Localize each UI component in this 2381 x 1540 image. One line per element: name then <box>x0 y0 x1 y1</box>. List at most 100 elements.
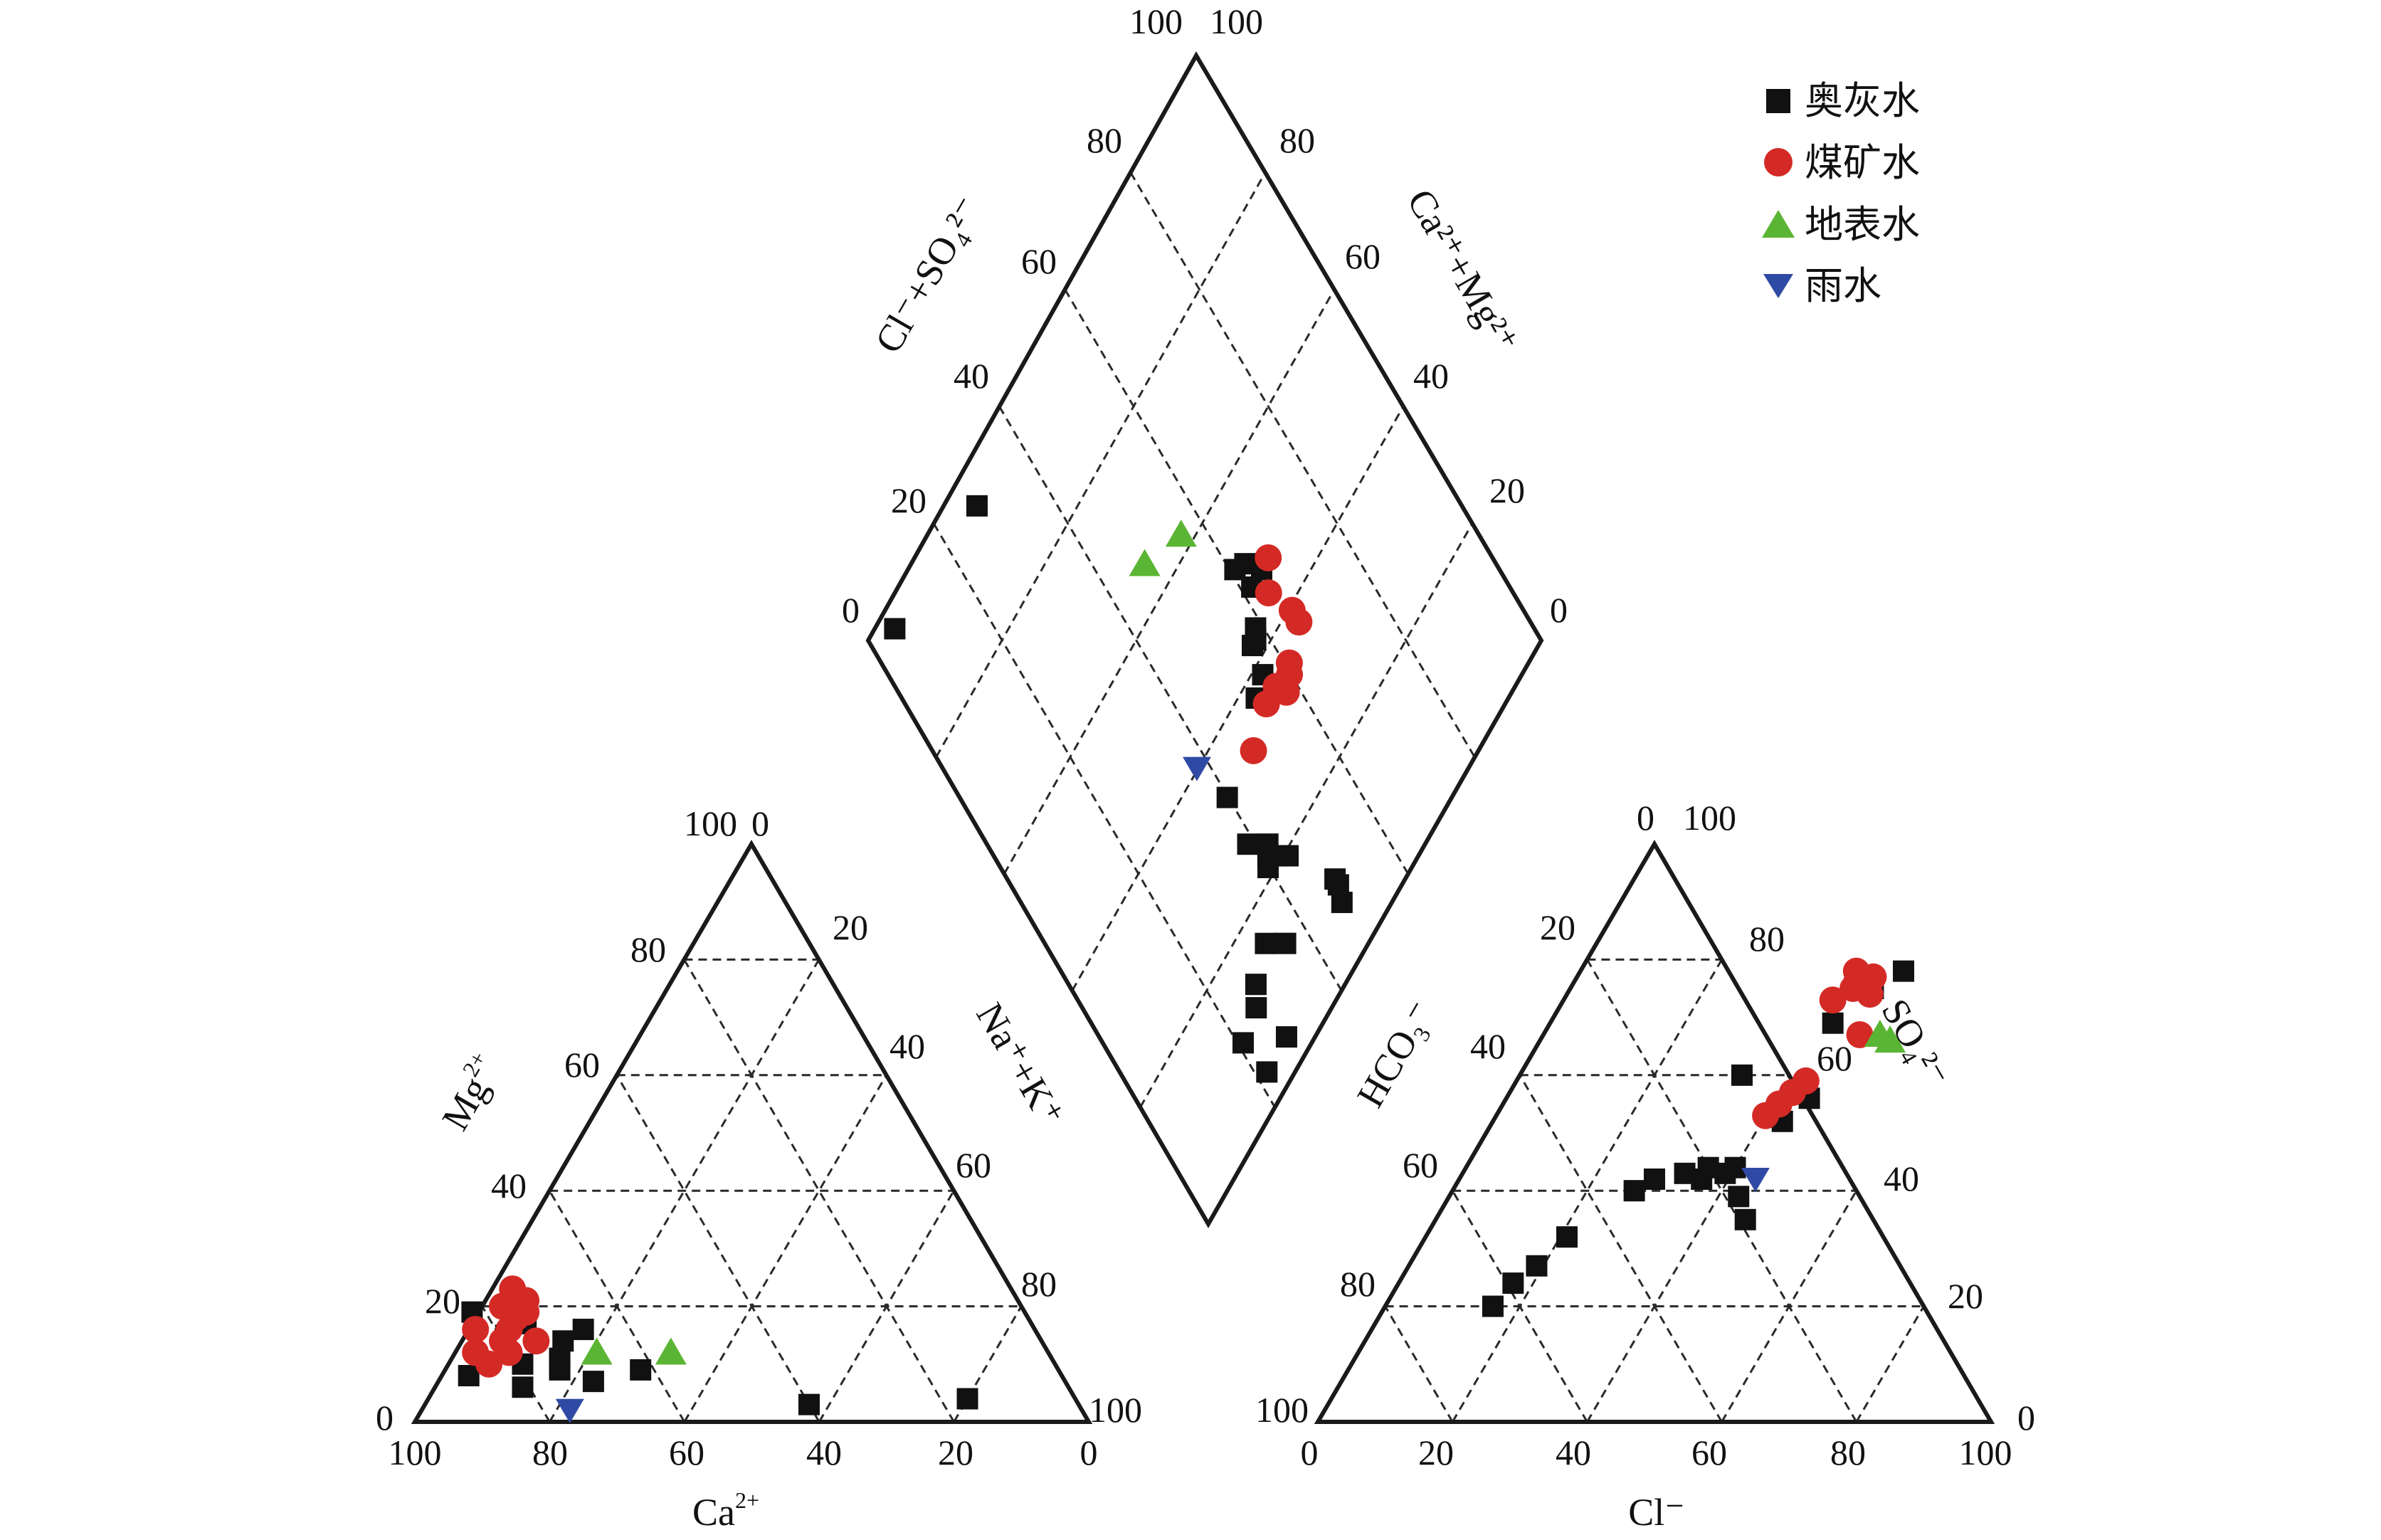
anion-rain-point <box>1741 1167 1770 1192</box>
diamond-ordovician-point <box>1245 997 1267 1019</box>
cation-left-tick: 80 <box>630 929 666 969</box>
diamond-coal-mine-point <box>1255 544 1282 571</box>
anion-ordovician-point <box>1731 1064 1753 1086</box>
diamond-gridline <box>1064 289 1410 875</box>
diamond-ordovician-point <box>884 618 906 640</box>
diamond-right-axis-label: Ca²⁺+Mg²⁺ <box>1399 182 1526 361</box>
diamond-ordovician-point <box>1324 868 1346 890</box>
cation-bottom-tick: 20 <box>938 1433 973 1472</box>
cation-coal-mine-point <box>522 1327 550 1355</box>
diamond-right-tick: 100 <box>1210 1 1263 41</box>
anion-ordovician-point <box>1644 1168 1665 1190</box>
anion-right-tick: 0 <box>2017 1398 2035 1438</box>
anion-bottom-tick: 40 <box>1556 1433 1591 1472</box>
cation-left-ticks: 0 20 40 60 80 100 <box>376 803 737 1438</box>
legend: 奥灰水 煤矿水 地表水 雨水 <box>1762 78 1920 308</box>
anion-ordovician-point <box>1697 1156 1719 1178</box>
cation-ordovician-point <box>582 1371 604 1393</box>
anion-gridline <box>1451 1190 1588 1423</box>
cation-coal-mine-point <box>499 1275 527 1303</box>
cation-ordovician-point <box>512 1376 534 1398</box>
anion-frame <box>1314 840 1995 1424</box>
diamond-ordovician-point <box>1257 857 1279 878</box>
cation-right-tick: 0 <box>751 803 769 843</box>
anion-bottom-tick: 60 <box>1691 1433 1727 1472</box>
anion-gridline <box>1586 959 1858 1423</box>
diamond-left-tick: 80 <box>1087 120 1122 160</box>
circle-marker-icon <box>1764 148 1793 176</box>
triangle-up-marker-icon <box>1762 210 1795 238</box>
diamond-ordovician-point <box>1275 1026 1297 1048</box>
anion-coal-mine-point <box>1846 1020 1874 1048</box>
cation-right-tick: 80 <box>1021 1264 1057 1304</box>
anion-bottom-tick: 0 <box>1301 1433 1319 1472</box>
anion-right-tick: 40 <box>1884 1159 1919 1198</box>
diamond-gridline <box>935 172 1267 758</box>
cation-coal-mine-point <box>489 1327 517 1355</box>
diamond-ordovician-point <box>1232 1032 1255 1054</box>
cation-bottom-tick: 100 <box>389 1433 442 1472</box>
anion-ordovician-point <box>1556 1226 1578 1248</box>
anion-surface-point <box>1874 1025 1906 1053</box>
cation-right-tick: 40 <box>889 1026 925 1066</box>
anion-ordovician-point <box>1526 1255 1548 1277</box>
diamond-gridline <box>1003 289 1336 875</box>
anion-coal-mine-point <box>1792 1067 1820 1095</box>
diamond-right-tick: 0 <box>1550 590 1568 630</box>
anion-ordovician-point <box>1502 1272 1524 1294</box>
diamond-left-tick: 60 <box>1021 241 1057 281</box>
anion-left-tick: 0 <box>1637 798 1654 838</box>
cation-left-tick: 0 <box>376 1398 394 1438</box>
anion-bottom-tick: 100 <box>1959 1433 2012 1472</box>
diamond-surface-point <box>1129 549 1161 576</box>
cation-left-tick: 40 <box>491 1166 527 1206</box>
cation-surface-point <box>581 1337 613 1365</box>
anion-coal-mine-point <box>1819 986 1847 1014</box>
anion-ordovician-point <box>1623 1180 1645 1202</box>
anion-ordovician-point <box>1893 960 1915 982</box>
anion-left-tick: 40 <box>1470 1026 1506 1066</box>
anion-gridline <box>1855 1305 1925 1423</box>
anion-ordovician-point <box>1822 1012 1844 1034</box>
cation-gridline <box>548 1190 686 1423</box>
anion-left-tick: 100 <box>1255 1390 1309 1430</box>
diamond-left-tick: 20 <box>891 480 926 520</box>
cation-bottom-tick: 40 <box>806 1433 842 1472</box>
legend-item-surface: 地表水 <box>1762 202 1920 247</box>
legend-label: 奥灰水 <box>1805 78 1920 123</box>
cation-left-axis-label: Mg2+ <box>431 1047 510 1137</box>
diamond-gridline <box>1071 406 1405 991</box>
diamond-gridline <box>932 522 1276 1108</box>
diamond-gridline <box>1129 172 1476 758</box>
anion-gridline <box>1451 959 1723 1423</box>
anion-left-tick: 80 <box>1340 1264 1376 1304</box>
legend-item-rain: 雨水 <box>1763 263 1881 308</box>
diamond-right-tick: 80 <box>1279 120 1315 160</box>
anion-ordovician-point <box>1728 1186 1750 1208</box>
diamond-ordovician-point <box>1237 833 1259 855</box>
diamond-left-ticks: 0 20 40 60 80 100 <box>842 1 1183 630</box>
cation-gridline <box>683 1075 887 1423</box>
diamond-ordovician-point <box>1255 932 1277 954</box>
diamond-ordovician-point <box>1224 559 1246 581</box>
anion-coal-mine-point <box>1842 969 1870 996</box>
diamond-coal-mine-point <box>1252 690 1280 718</box>
cation-gridline <box>481 1305 551 1423</box>
anion-bottom-tick: 20 <box>1418 1433 1454 1472</box>
anion-gridline <box>1586 1075 1790 1423</box>
diamond-ordovician-point <box>1274 932 1297 954</box>
anion-right-tick: 100 <box>1683 798 1736 838</box>
cation-right-ticks: 0 20 40 60 80 100 <box>751 803 1142 1430</box>
legend-label: 雨水 <box>1805 263 1881 308</box>
anion-bottom-ticks: 0 20 40 60 80 100 <box>1301 1433 2012 1472</box>
anion-left-tick: 20 <box>1540 907 1575 947</box>
cation-ordovician-point <box>572 1319 594 1341</box>
diamond-frame <box>865 51 1544 1229</box>
cation-right-tick: 100 <box>1089 1390 1142 1430</box>
cation-bottom-tick: 80 <box>532 1433 568 1472</box>
diamond-surface-point <box>1165 520 1197 547</box>
anion-bottom-tick: 80 <box>1830 1433 1866 1472</box>
cation-right-axis-label: Na⁺+K⁺ <box>968 996 1072 1134</box>
cation-gridline <box>683 959 955 1423</box>
